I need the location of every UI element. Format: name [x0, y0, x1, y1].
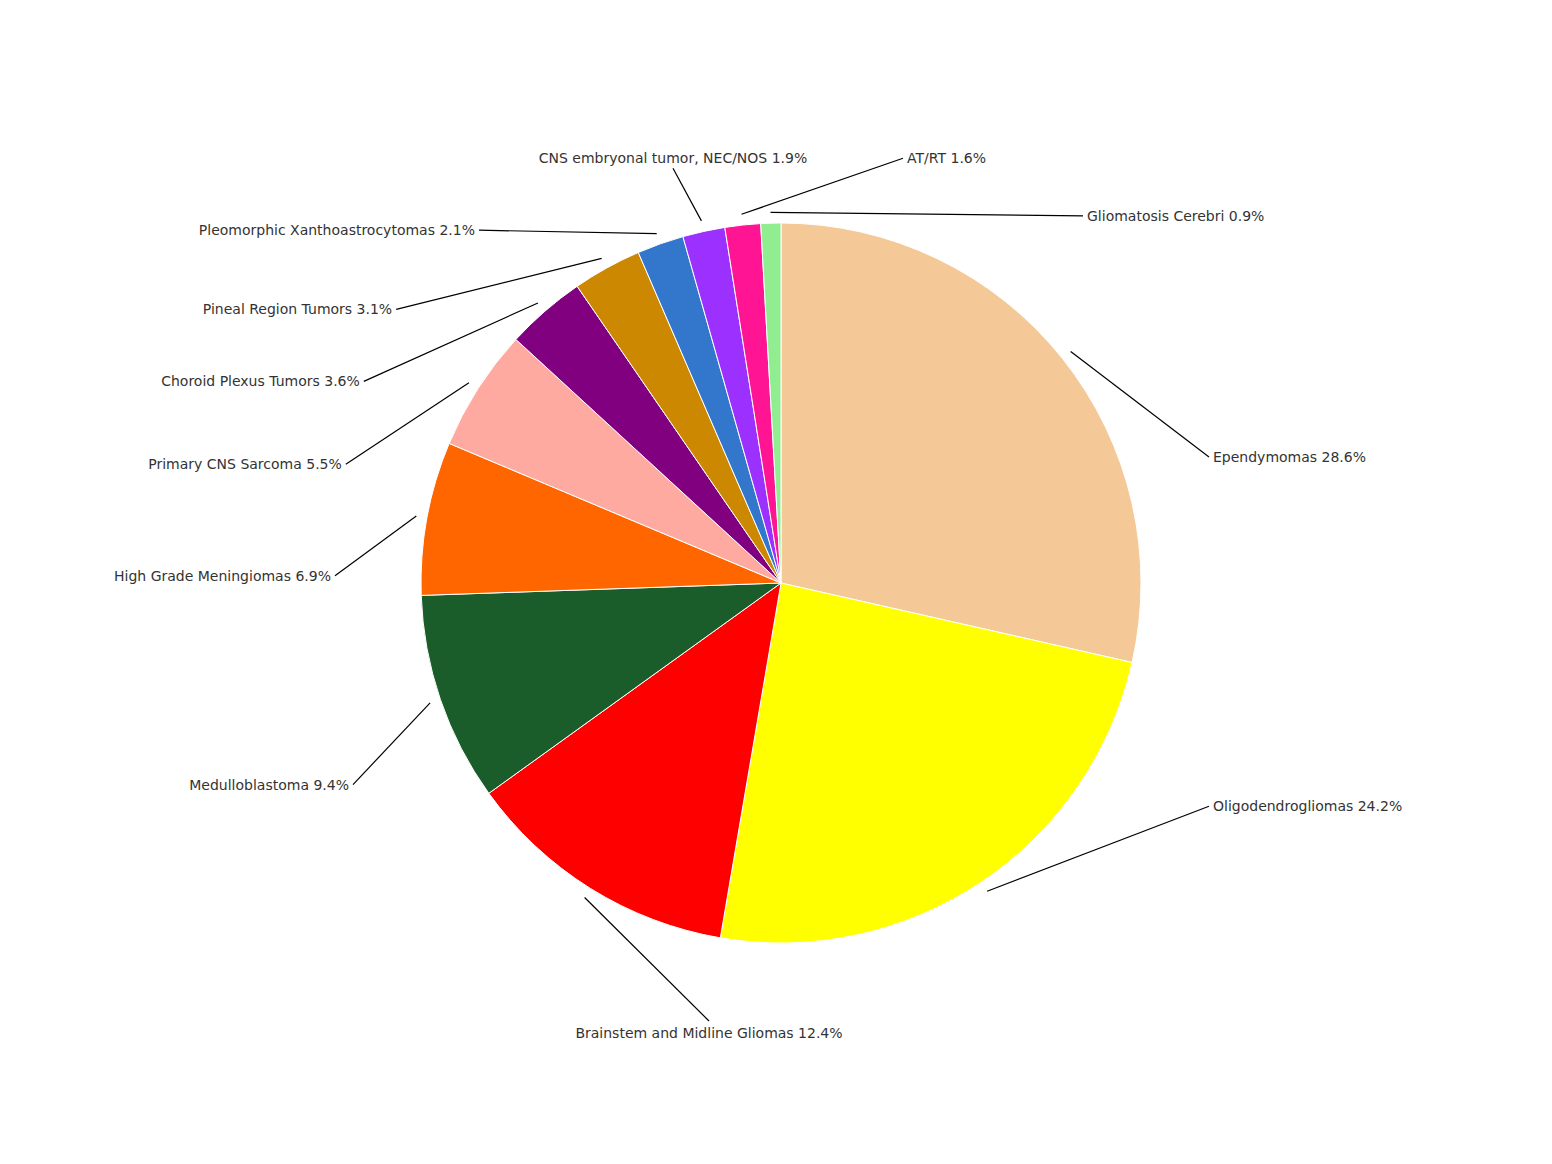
svg-text:Pleomorphic Xanthoastrocytomas: Pleomorphic Xanthoastrocytomas 2.1% [199, 222, 475, 238]
svg-text:CNS embryonal tumor, NEC/NOS 1: CNS embryonal tumor, NEC/NOS 1.9% [539, 150, 808, 166]
svg-text:Oligodendrogliomas 24.2%: Oligodendrogliomas 24.2% [1213, 798, 1402, 814]
svg-text:Primary CNS Sarcoma 5.5%: Primary CNS Sarcoma 5.5% [148, 456, 342, 472]
svg-text:Pineal Region Tumors 3.1%: Pineal Region Tumors 3.1% [203, 301, 392, 317]
svg-text:Brainstem and Midline Gliomas: Brainstem and Midline Gliomas 12.4% [575, 1025, 842, 1041]
svg-text:AT/RT 1.6%: AT/RT 1.6% [907, 150, 986, 166]
svg-text:Gliomatosis Cerebri 0.9%: Gliomatosis Cerebri 0.9% [1087, 208, 1264, 224]
svg-text:Medulloblastoma 9.4%: Medulloblastoma 9.4% [189, 777, 349, 793]
svg-text:Ependymomas 28.6%: Ependymomas 28.6% [1213, 449, 1366, 465]
svg-text:High Grade Meningiomas 6.9%: High Grade Meningiomas 6.9% [114, 568, 331, 584]
svg-text:Choroid Plexus Tumors 3.6%: Choroid Plexus Tumors 3.6% [161, 373, 360, 389]
